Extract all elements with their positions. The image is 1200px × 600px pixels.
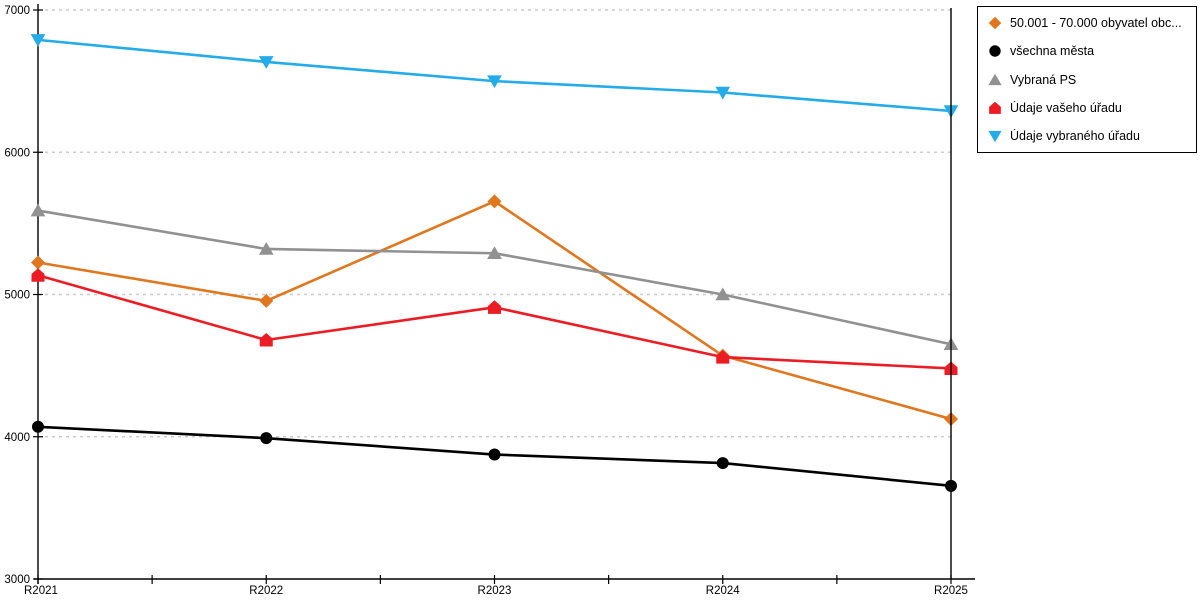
diamond-icon bbox=[988, 16, 1002, 30]
circle-icon bbox=[989, 45, 1001, 57]
marker-4-R2021 bbox=[30, 34, 46, 47]
marker-3-R2021 bbox=[31, 268, 45, 282]
marker-2-R2024 bbox=[715, 287, 731, 301]
triangle-down-icon bbox=[988, 130, 1002, 143]
marker-1-R2021 bbox=[32, 420, 44, 433]
marker-4-R2023 bbox=[487, 75, 502, 89]
marker-4-R2024 bbox=[715, 86, 731, 100]
legend-item-udaje-vaseho-uradu[interactable]: Údaje vašeho úřadu bbox=[988, 101, 1186, 115]
pentagon-icon bbox=[989, 101, 1001, 114]
marker-2-R2023 bbox=[487, 246, 502, 259]
marker-2-R2021 bbox=[30, 203, 46, 217]
y-tick-label-5000: 5000 bbox=[4, 290, 30, 302]
y-tick-label-6000: 6000 bbox=[4, 147, 30, 159]
marker-1-R2022 bbox=[260, 432, 273, 445]
x-tick-label-R2022: R2022 bbox=[249, 585, 283, 597]
marker-4-R2022 bbox=[258, 56, 274, 69]
legend-item-vsechna-mesta[interactable]: všechna města bbox=[988, 44, 1186, 58]
legend-label: Vybraná PS bbox=[1010, 72, 1077, 87]
marker-3-R2022 bbox=[259, 333, 273, 347]
marker-3-R2023 bbox=[487, 300, 502, 314]
x-tick-label-R2021: R2021 bbox=[24, 585, 58, 597]
y-tick-label-4000: 4000 bbox=[4, 432, 30, 444]
legend-label: Údaje vašeho úřadu bbox=[1010, 100, 1122, 115]
legend-label: Údaje vybraného úřadu bbox=[1010, 129, 1140, 143]
x-tick-label-R2023: R2023 bbox=[478, 585, 512, 597]
marker-0-R2023 bbox=[487, 194, 502, 209]
marker-3-R2024 bbox=[716, 350, 730, 364]
triangle-up-icon bbox=[988, 73, 1002, 85]
legend-item-vybrana-ps[interactable]: Vybraná PS bbox=[988, 73, 1186, 87]
marker-0-R2021 bbox=[31, 255, 45, 270]
series-line-2 bbox=[37, 209, 952, 346]
marker-1-R2024 bbox=[716, 457, 729, 470]
marker-2-R2022 bbox=[258, 241, 274, 255]
y-tick-label-7000: 7000 bbox=[4, 5, 30, 17]
x-tick-label-R2024: R2024 bbox=[706, 585, 740, 597]
legend-item-50001-70000[interactable]: 50.001 - 70.000 obyvatel obc... bbox=[988, 16, 1186, 30]
marker-1-R2023 bbox=[488, 448, 501, 461]
legend: 50.001 - 70.000 obyvatel obc... všechna … bbox=[977, 6, 1197, 153]
legend-label: všechna města bbox=[1010, 44, 1095, 59]
legend-item-udaje-vybraneho-uradu[interactable]: Údaje vybraného úřadu bbox=[988, 129, 1186, 143]
legend-label: 50.001 - 70.000 obyvatel obc... bbox=[1010, 16, 1182, 30]
x-tick-label-R2025: R2025 bbox=[934, 585, 968, 597]
marker-0-R2022 bbox=[259, 293, 274, 308]
y-tick-label-3000: 3000 bbox=[4, 574, 30, 586]
series-line-3 bbox=[37, 274, 952, 370]
